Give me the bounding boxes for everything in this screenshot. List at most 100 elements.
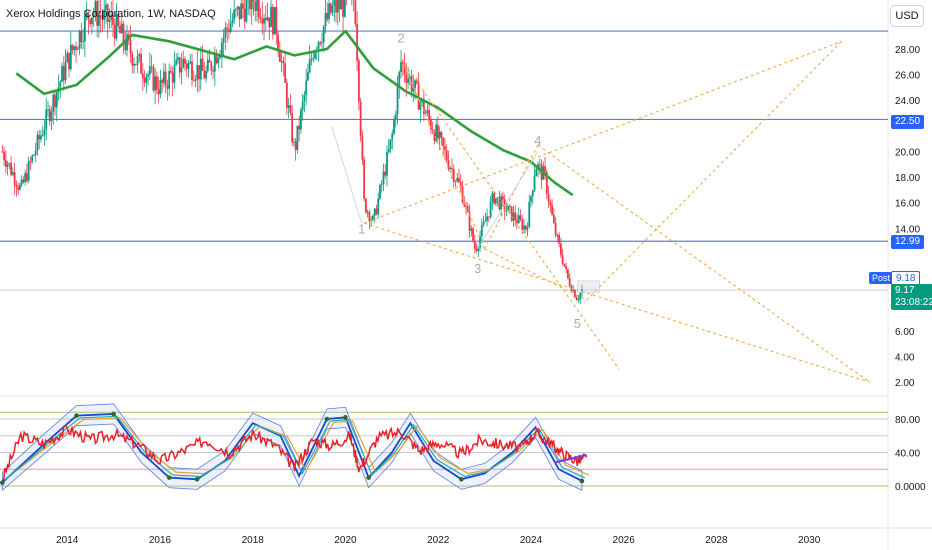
candle-body	[173, 64, 176, 83]
candle-body	[206, 59, 209, 72]
currency-button[interactable]: USD	[890, 5, 924, 27]
candle-body	[356, 24, 359, 61]
candle-body	[180, 67, 183, 73]
candle-body	[408, 76, 411, 79]
candle-body	[526, 227, 529, 230]
candle-body	[556, 234, 559, 236]
candle-body	[417, 82, 420, 110]
candle-body	[171, 72, 174, 83]
candle-body	[145, 76, 148, 83]
time-tick-label: 2022	[427, 535, 450, 546]
candle-body	[136, 56, 139, 65]
candle-body	[472, 228, 474, 241]
candle-body	[268, 17, 271, 28]
candle-body	[361, 136, 364, 160]
candle-body	[300, 109, 302, 130]
moving-average-line	[15, 29, 574, 197]
candle-body	[212, 70, 214, 72]
candle-body	[579, 293, 582, 300]
candle-body	[166, 85, 169, 89]
candle-body	[559, 243, 562, 255]
candle-body	[294, 141, 297, 150]
candle-body	[310, 58, 313, 60]
candle-body	[487, 216, 490, 218]
candle-body	[516, 220, 518, 224]
candle-body	[312, 58, 315, 60]
candle-body	[459, 182, 462, 187]
candle-body	[208, 59, 211, 63]
candle-body	[329, 3, 332, 13]
candle-body	[535, 169, 538, 177]
candle-body	[205, 71, 207, 79]
candle-body	[428, 110, 431, 119]
candle-body	[486, 216, 489, 221]
candle-body	[475, 248, 478, 251]
candle-body	[438, 131, 441, 139]
candle-body	[82, 41, 85, 42]
candle-body	[4, 160, 7, 167]
candle-body	[85, 12, 88, 16]
time-tick-label: 2026	[613, 535, 636, 546]
candle-body	[113, 24, 116, 39]
candle-body	[271, 6, 274, 35]
candle-body	[27, 161, 30, 181]
symbol-title: Xerox Holdings Corporation, 1W, NASDAQ	[6, 8, 216, 20]
candle-body	[414, 80, 416, 88]
wave-connector	[477, 151, 539, 250]
candle-body	[415, 80, 418, 83]
candle-body	[185, 63, 188, 69]
time-tick-label: 2024	[520, 535, 543, 546]
candle-body	[20, 179, 23, 185]
candle-body	[470, 228, 473, 231]
price-tick-label: 2.00	[895, 378, 915, 389]
candle-body	[336, 0, 339, 13]
candle-body	[83, 15, 86, 42]
candle-body	[338, 0, 341, 10]
projection-line	[484, 248, 587, 301]
candle-body	[568, 278, 571, 286]
osc-dot	[111, 411, 116, 417]
candle-body	[410, 76, 413, 92]
candle-body	[8, 163, 11, 165]
candle-body	[134, 63, 137, 65]
candle-body	[3, 151, 5, 161]
candle-body	[308, 59, 311, 73]
candle-body	[403, 63, 406, 75]
candle-body	[119, 25, 121, 34]
candle-body	[552, 214, 555, 223]
candle-body	[473, 240, 476, 249]
candle-body	[38, 134, 41, 140]
candle-body	[196, 65, 199, 80]
candle-body	[528, 201, 531, 228]
candle-body	[359, 101, 362, 137]
candle-body	[194, 79, 197, 81]
candle-body	[447, 160, 450, 169]
osc-tick-label: 80.00	[895, 415, 920, 426]
candle-body	[291, 113, 294, 143]
candle-body	[184, 58, 186, 64]
candle-body	[296, 125, 299, 150]
candle-body	[379, 184, 381, 199]
candle-body	[382, 171, 385, 184]
candle-body	[326, 13, 329, 20]
candle-body	[240, 3, 243, 20]
candle-body	[213, 54, 216, 72]
candle-body	[261, 19, 264, 24]
candle-body	[257, 0, 260, 18]
projection-line	[363, 222, 870, 383]
candle-body	[11, 172, 14, 175]
candle-body	[449, 167, 452, 169]
candle-body	[164, 71, 167, 86]
candle-body	[75, 46, 77, 50]
candle-body	[89, 19, 92, 24]
osc-tick-label: 40.00	[895, 449, 920, 460]
candle-body	[191, 61, 193, 80]
candle-body	[531, 190, 534, 197]
time-tick-label: 2016	[149, 535, 172, 546]
candle-body	[201, 58, 204, 71]
candle-body	[577, 299, 580, 301]
candle-body	[484, 220, 487, 222]
candle-body	[177, 57, 179, 61]
candle-body	[514, 212, 517, 221]
